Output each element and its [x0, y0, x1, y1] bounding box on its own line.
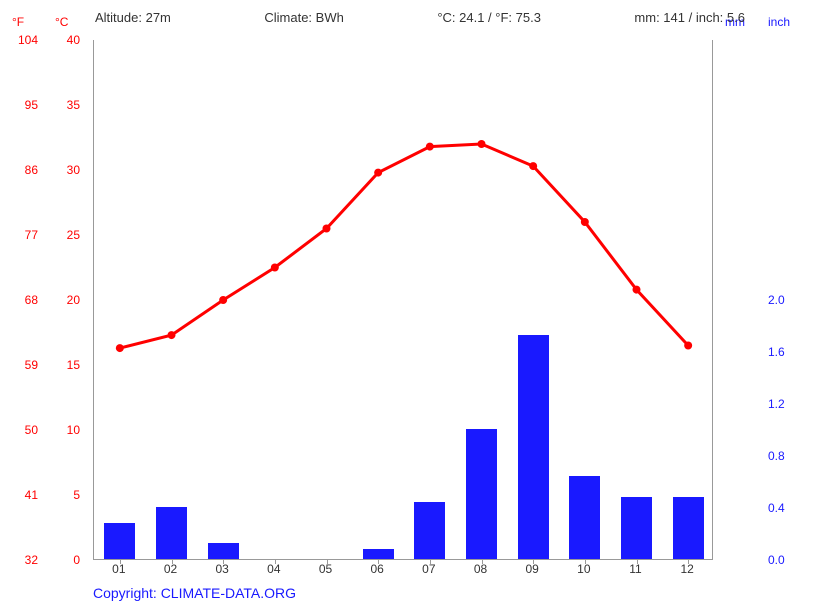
y-tick-f: 68 — [25, 293, 38, 307]
y-tick-c: 25 — [67, 228, 80, 242]
climate-label: Climate: BWh — [264, 10, 343, 25]
y-tick-f: 59 — [25, 358, 38, 372]
x-label: 11 — [629, 562, 641, 576]
chart-header: Altitude: 27m Climate: BWh °C: 24.1 / °F… — [95, 10, 745, 25]
precip-total-label: mm: 141 / inch: 5.6 — [634, 10, 745, 25]
temp-marker — [633, 286, 641, 294]
axis-title-inch: inch — [768, 15, 790, 29]
y-tick-f: 50 — [25, 423, 38, 437]
y-tick-f: 86 — [25, 163, 38, 177]
y-tick-f: 77 — [25, 228, 38, 242]
y-axis-fahrenheit: 3241505968778695104 — [8, 40, 38, 560]
temp-marker — [168, 331, 176, 339]
y-tick-f: 32 — [25, 553, 38, 567]
temp-marker — [581, 218, 589, 226]
y-tick-c: 5 — [73, 488, 80, 502]
y-axis-inch: 0.00.40.81.21.62.0 — [768, 40, 808, 560]
temp-marker — [374, 169, 382, 177]
copyright-label: Copyright: CLIMATE-DATA.ORG — [93, 585, 296, 601]
altitude-label: Altitude: 27m — [95, 10, 171, 25]
y-tick-f: 95 — [25, 98, 38, 112]
temp-marker — [116, 344, 124, 352]
x-label: 01 — [112, 562, 125, 576]
temp-marker — [323, 225, 331, 233]
climate-chart: °F °C mm inch Altitude: 27m Climate: BWh… — [0, 0, 815, 611]
y-tick-f: 104 — [18, 33, 38, 47]
y-tick-c: 35 — [67, 98, 80, 112]
y-tick-inch: 0.8 — [768, 449, 785, 463]
y-tick-inch: 1.2 — [768, 397, 785, 411]
y-tick-c: 0 — [73, 553, 80, 567]
y-axis-celsius: 0510152025303540 — [50, 40, 80, 560]
temp-marker — [684, 342, 692, 350]
y-tick-c: 10 — [67, 423, 80, 437]
y-tick-c: 15 — [67, 358, 80, 372]
axis-title-c: °C — [55, 15, 68, 29]
temp-marker — [426, 143, 434, 151]
x-label: 05 — [319, 562, 332, 576]
x-label: 03 — [215, 562, 228, 576]
axis-title-f: °F — [12, 15, 24, 29]
temp-avg-label: °C: 24.1 / °F: 75.3 — [437, 10, 541, 25]
y-tick-f: 41 — [25, 488, 38, 502]
x-label: 04 — [267, 562, 280, 576]
temp-marker — [219, 296, 227, 304]
y-tick-inch: 0.4 — [768, 501, 785, 515]
x-label: 08 — [474, 562, 487, 576]
temp-marker — [478, 140, 486, 148]
y-axis-mm — [720, 40, 750, 560]
y-tick-c: 40 — [67, 33, 80, 47]
x-label: 07 — [422, 562, 435, 576]
temp-marker — [529, 162, 537, 170]
temp-line — [120, 144, 688, 348]
x-label: 09 — [525, 562, 538, 576]
y-tick-inch: 0.0 — [768, 553, 785, 567]
y-tick-c: 30 — [67, 163, 80, 177]
x-axis-labels: 01 02 03 04 05 06 07 08 09 10 11 12 — [93, 562, 713, 582]
x-label: 12 — [680, 562, 693, 576]
temp-marker — [271, 264, 279, 272]
x-label: 10 — [577, 562, 590, 576]
y-tick-inch: 2.0 — [768, 293, 785, 307]
y-tick-c: 20 — [67, 293, 80, 307]
x-label: 02 — [164, 562, 177, 576]
x-label: 06 — [370, 562, 383, 576]
temp-line-svg — [94, 40, 712, 559]
plot-area — [93, 40, 713, 560]
y-tick-inch: 1.6 — [768, 345, 785, 359]
